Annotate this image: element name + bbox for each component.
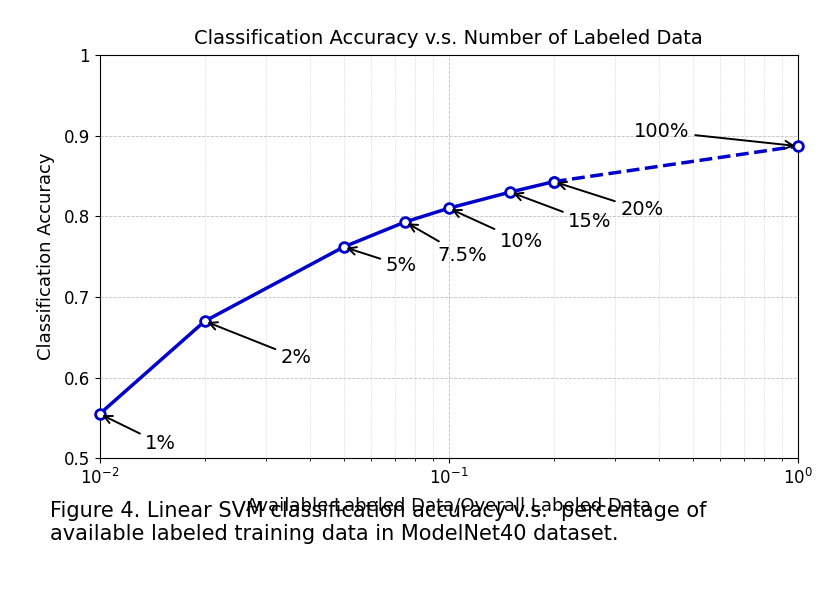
Text: 1%: 1%	[104, 416, 176, 453]
Title: Classification Accuracy v.s. Number of Labeled Data: Classification Accuracy v.s. Number of L…	[194, 29, 703, 48]
Text: 5%: 5%	[348, 247, 417, 275]
Text: 7.5%: 7.5%	[410, 224, 488, 265]
Text: Figure 4. Linear SVM classification accuracy v.s.  percentage of
available label: Figure 4. Linear SVM classification accu…	[50, 501, 706, 544]
Text: 100%: 100%	[634, 122, 793, 148]
Text: 20%: 20%	[558, 182, 663, 219]
Text: 10%: 10%	[453, 210, 543, 251]
Text: 2%: 2%	[209, 322, 312, 367]
Text: 15%: 15%	[515, 193, 612, 232]
X-axis label: Available Labeled Data/Overall Labeled Data: Available Labeled Data/Overall Labeled D…	[246, 496, 652, 514]
Y-axis label: Classification Accuracy: Classification Accuracy	[37, 153, 56, 360]
